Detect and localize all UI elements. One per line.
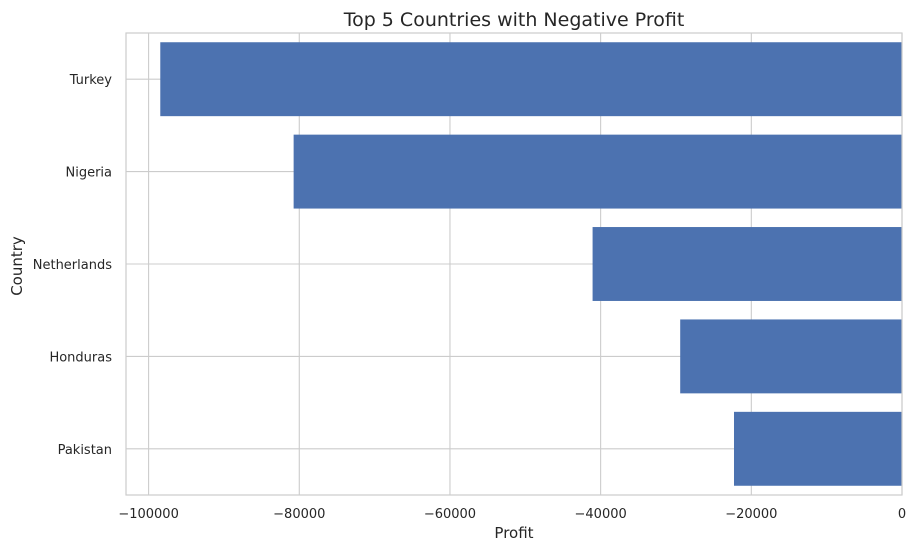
bar-pakistan — [733, 411, 902, 486]
x-tick-labels: −100000 −80000 −60000 −40000 −20000 0 — [118, 507, 906, 522]
x-tick-label: −80000 — [273, 507, 325, 522]
bar-honduras — [680, 319, 902, 394]
y-tick-label: Honduras — [49, 350, 112, 365]
y-tick-label: Turkey — [69, 73, 113, 88]
x-tick-label: −60000 — [424, 507, 476, 522]
chart-title: Top 5 Countries with Negative Profit — [343, 9, 685, 31]
y-tick-label: Nigeria — [65, 166, 112, 181]
x-tick-label: −20000 — [725, 507, 777, 522]
bar-nigeria — [293, 134, 902, 209]
y-tick-label: Pakistan — [58, 443, 112, 458]
x-tick-label: −40000 — [575, 507, 627, 522]
plot-frame — [125, 32, 903, 496]
y-tick-label: Netherlands — [33, 258, 112, 273]
x-axis-label: Profit — [494, 524, 533, 542]
bars — [160, 42, 903, 486]
y-axis-label: Country — [8, 236, 26, 296]
x-tick-label: −100000 — [118, 507, 179, 522]
bar-turkey — [160, 42, 903, 117]
bar-netherlands — [592, 227, 902, 301]
y-tick-labels: Turkey Nigeria Netherlands Honduras Pakistan — [33, 73, 113, 458]
x-tick-label: 0 — [898, 507, 906, 522]
